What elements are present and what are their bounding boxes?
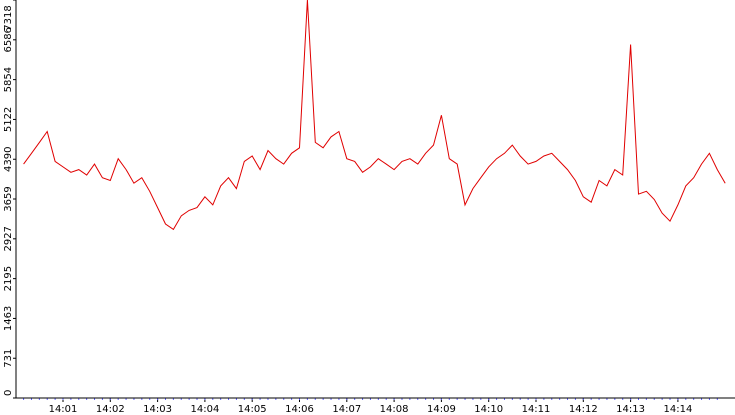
y-tick-label: 3659	[3, 186, 14, 211]
y-tick-label: 2195	[3, 266, 14, 291]
y-tick-label: 731	[3, 349, 14, 368]
x-tick-label: 14:10	[474, 404, 503, 415]
x-axis-ticks: 14:01 14:02 14:03 14:04 14:05 14:06 14:07 14:08…	[23, 398, 718, 415]
x-tick-label: 14:14	[663, 404, 692, 415]
x-tick-label: 14:07	[332, 404, 361, 415]
x-tick-label: 14:03	[143, 404, 172, 415]
y-tick-label: 5854	[3, 67, 14, 92]
series-line	[23, 0, 726, 231]
x-tick-label: 14:08	[380, 404, 409, 415]
x-tick-label: 14:01	[49, 404, 78, 415]
y-tick-label: 6586	[3, 27, 14, 52]
x-tick-label: 14:02	[96, 404, 125, 415]
y-tick-label: 2927	[3, 226, 14, 251]
x-tick-label: 14:05	[238, 404, 267, 415]
x-tick-label: 14:12	[569, 404, 598, 415]
x-tick-label: 14:09	[427, 404, 456, 415]
x-tick-label: 14:13	[616, 404, 645, 415]
y-tick-label: 7318	[3, 5, 14, 30]
y-tick-label: 1463	[3, 306, 14, 331]
x-tick-label: 14:04	[190, 404, 219, 415]
x-tick-label: 14:11	[522, 404, 551, 415]
y-tick-label: 5122	[3, 107, 14, 132]
y-tick-label: 4390	[3, 147, 14, 172]
y-tick-label: 0	[3, 390, 14, 396]
x-tick-label: 14:06	[285, 404, 314, 415]
